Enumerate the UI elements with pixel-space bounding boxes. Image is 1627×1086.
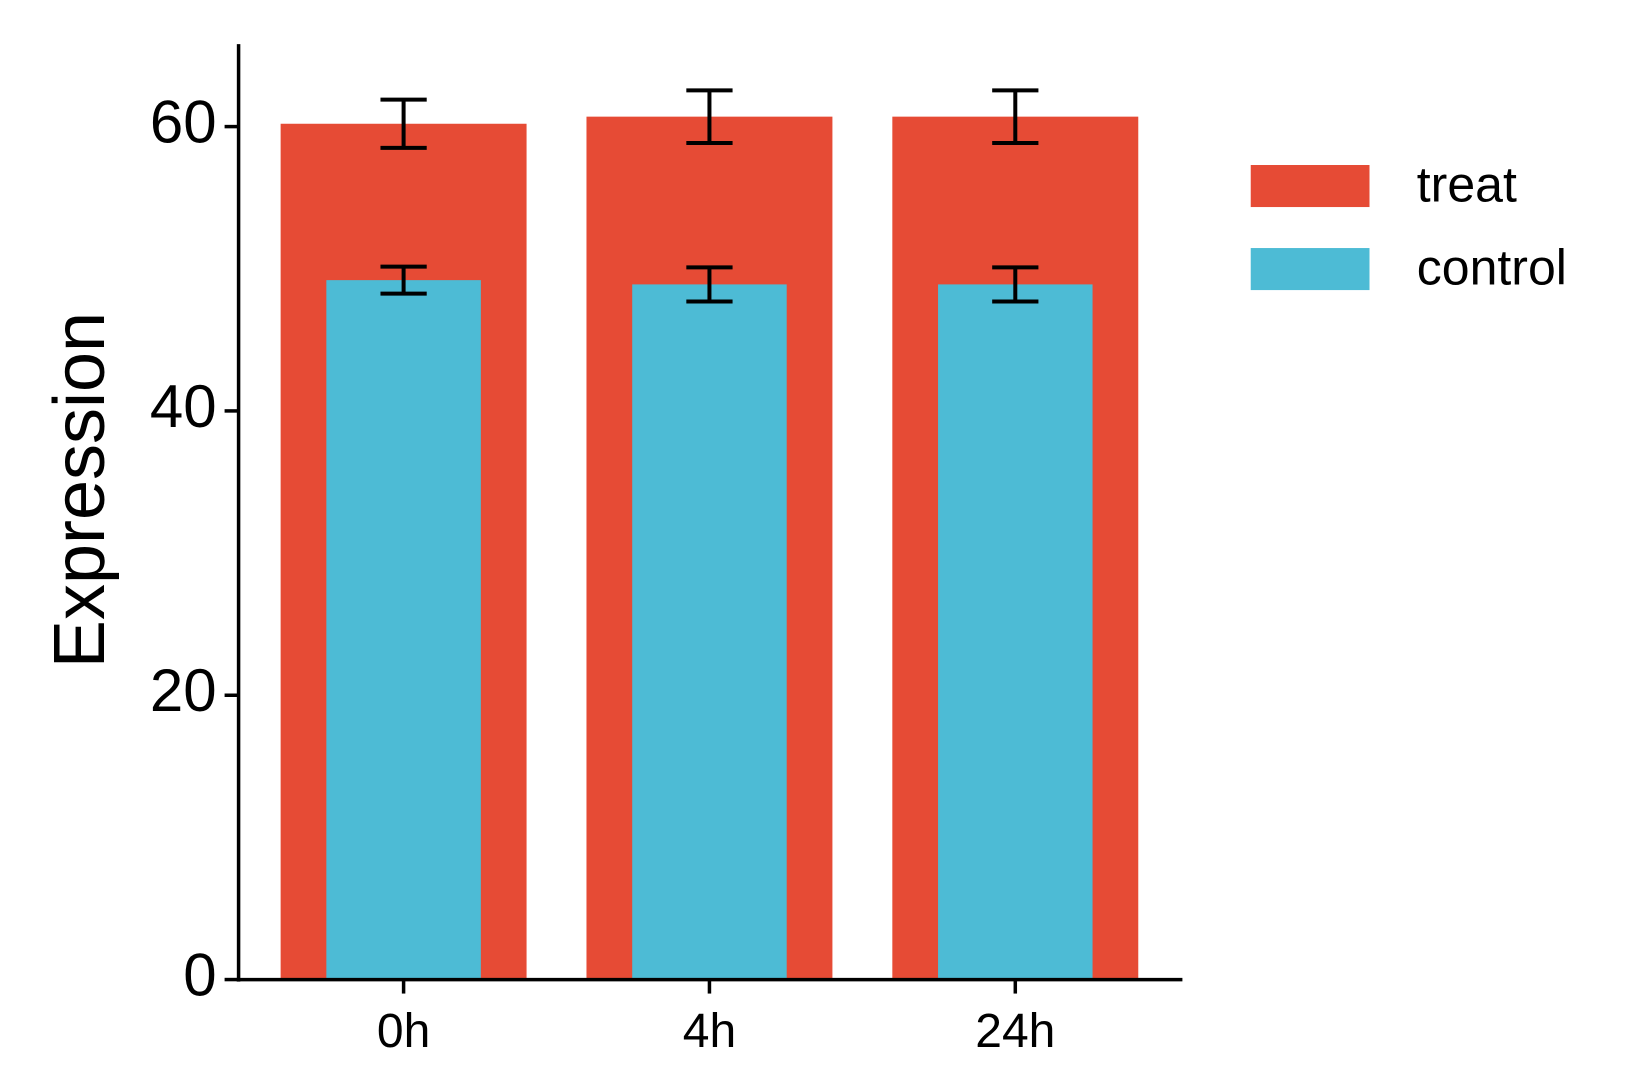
bar	[938, 284, 1093, 980]
legend-swatch	[1250, 165, 1370, 208]
error-bar	[380, 97, 427, 150]
y-tick-label: 20	[150, 657, 217, 724]
error-bar	[380, 264, 427, 296]
error-bar	[992, 88, 1039, 145]
error-bar	[686, 88, 733, 145]
error-bar	[992, 265, 1039, 304]
legend-label: treat	[1417, 156, 1517, 212]
x-tick-label: 0h	[377, 1005, 430, 1058]
legend-swatch	[1250, 248, 1370, 291]
y-tick-label: 60	[150, 88, 217, 155]
y-tick-label: 0	[183, 941, 216, 1008]
bar	[632, 284, 787, 980]
bar	[326, 280, 481, 980]
x-tick-label: 24h	[975, 1005, 1055, 1058]
y-axis-label: Expression	[40, 312, 120, 668]
legend-label: control	[1417, 239, 1567, 295]
y-tick-label: 40	[150, 373, 217, 440]
error-bar	[686, 265, 733, 304]
x-tick-label: 4h	[683, 1005, 736, 1058]
